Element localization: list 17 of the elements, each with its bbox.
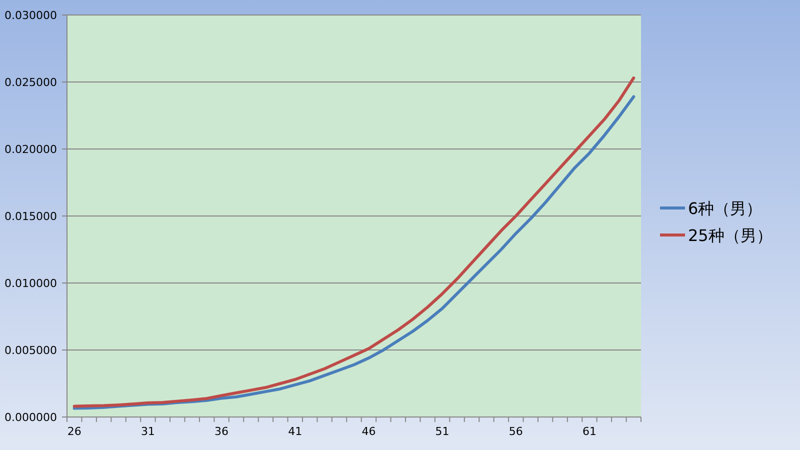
- y-tick-label: 0.015000: [4, 210, 57, 223]
- x-tick-label: 26: [67, 425, 82, 438]
- y-tick-label: 0.005000: [4, 344, 57, 357]
- x-tick-label: 41: [288, 425, 302, 438]
- x-tick-label: 51: [435, 425, 450, 438]
- y-tick-label: 0.010000: [4, 277, 57, 290]
- y-tick-label: 0.030000: [4, 9, 57, 22]
- y-tick-label: 0.025000: [4, 76, 57, 89]
- x-tick-label: 36: [214, 425, 229, 438]
- x-tick-label: 61: [582, 425, 596, 438]
- y-tick-label: 0.000000: [4, 411, 57, 424]
- x-tick-label: 31: [140, 425, 155, 438]
- legend-label: 25种（男）: [688, 226, 772, 245]
- x-tick-label: 56: [508, 425, 523, 438]
- y-tick-label: 0.020000: [4, 143, 57, 156]
- legend-label: 6种（男）: [688, 199, 762, 218]
- x-tick-label: 46: [362, 425, 376, 438]
